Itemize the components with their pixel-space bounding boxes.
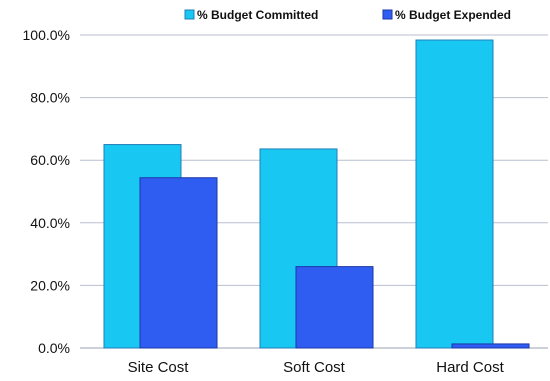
y-tick-label: 60.0% (30, 152, 70, 168)
labels: 0.0% 20.0% 40.0% 60.0% 80.0% 100.0% Site Cost S… (23, 27, 505, 376)
x-tick-label: Soft Cost (283, 359, 346, 376)
committed-bar (415, 39, 494, 349)
legend-label-committed: % Budget Committed (197, 8, 318, 22)
y-tick-label: 80.0% (30, 90, 70, 106)
legend-label-expended: % Budget Expended (395, 8, 511, 22)
expended-bar (451, 343, 530, 349)
y-tick-label: 40.0% (30, 215, 70, 231)
legend: % Budget Committed % Budget Expended (184, 8, 511, 22)
legend-swatch-expended (382, 9, 393, 20)
y-tick-label: 20.0% (30, 277, 70, 293)
expended-bar (139, 177, 218, 349)
y-tick-label: 0.0% (38, 340, 70, 356)
y-tick-label: 100.0% (23, 27, 70, 43)
x-tick-label: Hard Cost (436, 359, 504, 376)
expended-bar (295, 266, 374, 349)
legend-swatch-committed (184, 9, 195, 20)
x-tick-label: Site Cost (128, 359, 190, 376)
bars (103, 39, 530, 349)
